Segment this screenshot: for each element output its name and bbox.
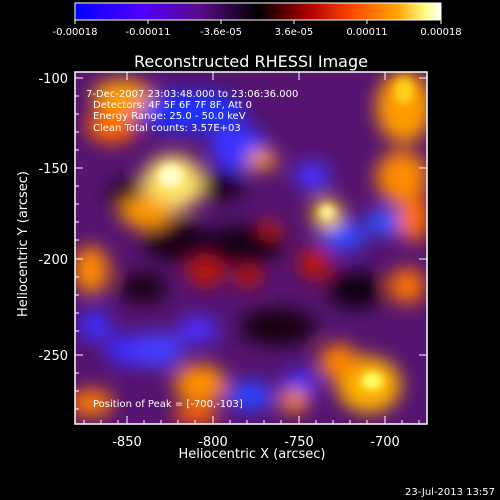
colorbar-ticklabel: 0.00018 [420,27,461,38]
heatmap-positive-region [174,364,226,404]
x-axis-label: Heliocentric X (arcsec) [179,447,326,462]
colorbar-ticklabel: 3.6e-05 [275,27,313,38]
heatmap-positive-region [389,268,425,304]
colorbar-ticklabel: -0.00018 [53,27,98,38]
heatmap-positive-region [319,344,359,380]
colorbar: -0.00018 -0.00011 -3.6e-05 3.6e-05 0.000… [53,2,462,52]
heatmap-negative-region [178,316,218,344]
heatmap-positive-region [376,72,427,143]
heatmap-dark-band [203,225,283,265]
heatmap-positive-region [376,151,427,203]
heatmap-negative-region [135,92,245,132]
colorbar-gradient [74,2,442,21]
heatmap-highlights [159,78,414,390]
y-axis-label: Heliocentric Y (arcsec) [16,171,31,317]
y-axis-ticklabel: -150 [38,162,68,177]
heatmap-dark-band [143,218,207,262]
heatmap-dark-band [197,172,245,200]
heatmap-dark-band [328,272,384,308]
heatmap-dark-band [240,309,316,345]
heatmap-negative-region [79,310,111,342]
heatmap-image [75,72,427,424]
clean-total-counts-text: Clean Total counts: 3.57E+03 [93,123,241,134]
heatmap-positive-region [120,196,172,228]
heatmap-positive-region [299,247,331,279]
heatmap-positive-region [247,150,277,170]
heatmap-positive-region [75,246,109,294]
x-axis-ticklabel: -800 [198,435,228,450]
heatmap-negative-region [226,381,274,411]
time-range-text: 7-Dec-2007 23:03:48.000 to 23:06:36.000 [86,89,298,100]
plot-frame [74,71,428,425]
y-axis-ticklabel: -100 [38,72,68,87]
x-axis-ticklabel: -700 [370,435,400,450]
x-axis-ticklabel: -750 [284,435,314,450]
heatmap-positive-region [86,109,138,143]
heatmap-field [75,72,427,424]
heatmap-negative-region [366,208,406,236]
heatmap-negative-region [132,332,184,368]
y-axis-ticklabel: -250 [38,349,68,364]
x-axis-ticklabel: -850 [112,435,142,450]
y-axis-ticklabel: -200 [38,253,68,268]
colorbar-ticklabel: -3.6e-05 [200,27,242,38]
detectors-text: Detectors: 4F 5F 6F 7F 8F, Att 0 [93,100,252,111]
colorbar-ticklabel: 0.00011 [346,27,387,38]
x-axis: -850 -800 -750 -700 Heliocentric X (arcs… [83,72,420,462]
heatmap-positive-region [261,222,281,236]
plot-title: Reconstructed RHESSI Image [134,52,368,71]
heatmap-positive-region [188,258,224,286]
heatmap-peak-highlight [159,165,183,187]
heatmap-positive-region [234,267,262,287]
colorbar-ticklabel: -0.00011 [126,27,171,38]
heatmap-peak-highlight [361,372,383,390]
colorbar-unit-label: (photons cm-2 s-1 asec-2) [197,39,319,52]
peak-position-text: Position of Peak = [-700,-103] [93,399,243,410]
energy-range-text: Energy Range: 25.0 - 50.0 keV [93,111,246,122]
heatmap-positive-region [75,389,113,417]
heatmap-negative-region [294,162,330,190]
y-axis: -100 -150 -200 -250 Heliocentric Y (arcs… [16,72,427,410]
info-overlay: 7-Dec-2007 23:03:48.000 to 23:06:36.000 … [86,89,298,410]
heatmap-positive-region [398,194,427,242]
heatmap-peak-highlight [320,205,334,219]
generation-date: 23-Jul-2013 13:57 [405,487,495,498]
heatmap-positive-region [173,405,219,424]
heatmap-dark-band [119,272,167,304]
heatmap-positive-region [280,389,308,413]
heatmap-positive-region [92,79,152,115]
heatmap-peak-highlight [394,78,414,104]
